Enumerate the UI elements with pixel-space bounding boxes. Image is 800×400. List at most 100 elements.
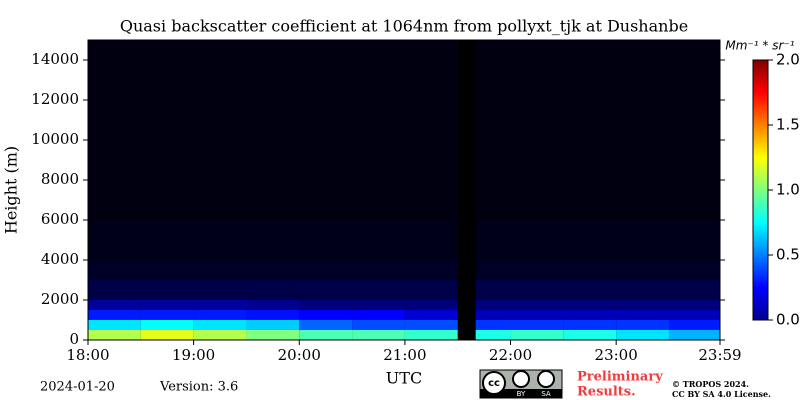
heat-cell — [352, 100, 405, 140]
colorbar-tick-label: 2.0 — [776, 51, 800, 69]
heat-cell — [563, 280, 617, 300]
heat-cell — [140, 220, 194, 260]
heat-cell — [140, 310, 194, 320]
heat-cell — [510, 220, 564, 260]
heat-cell — [299, 260, 353, 280]
x-tick-label: 18:00 — [66, 346, 109, 364]
license-badge: cc BY SA — [479, 369, 563, 399]
heat-cell — [404, 100, 458, 140]
heat-cell — [563, 40, 617, 100]
heat-cell — [668, 260, 720, 280]
heat-cell — [563, 100, 617, 140]
y-tick-label: 10000 — [31, 130, 79, 148]
heat-cell — [140, 320, 194, 330]
colorbar-tick-label: 1.0 — [776, 181, 800, 199]
heat-cell — [475, 260, 511, 280]
heat-cell — [88, 140, 141, 180]
heat-cell — [510, 100, 564, 140]
svg-text:cc: cc — [488, 378, 500, 389]
heat-cell — [299, 220, 353, 260]
x-tick-label: 19:00 — [172, 346, 215, 364]
heat-cell — [510, 330, 564, 340]
heat-cell — [475, 100, 511, 140]
heat-cell — [475, 220, 511, 260]
heat-cell — [299, 40, 353, 100]
y-tick-label: 14000 — [31, 50, 79, 68]
heat-cell — [352, 310, 405, 320]
heat-cell — [616, 310, 669, 320]
colorbar-tick-label: 0.0 — [776, 311, 800, 329]
heat-cell — [404, 330, 458, 340]
heat-cell — [616, 320, 669, 330]
x-axis-label: UTC — [386, 369, 422, 388]
y-tick-label: 6000 — [41, 210, 79, 228]
heat-cell — [352, 220, 405, 260]
heat-cell — [193, 320, 247, 330]
heat-cell — [616, 280, 669, 300]
heat-cell — [246, 180, 300, 220]
heat-cell — [88, 260, 141, 280]
heat-cell — [299, 310, 353, 320]
heat-cell — [246, 140, 300, 180]
date: 2024-01-20 — [40, 380, 115, 395]
x-tick-label: 23:00 — [595, 346, 638, 364]
heat-cell — [616, 100, 669, 140]
heat-cell — [140, 40, 194, 100]
heat-cell — [193, 220, 247, 260]
y-tick-label: 8000 — [41, 170, 79, 188]
heat-cell — [668, 180, 720, 220]
heat-cell — [404, 180, 458, 220]
chart-title: Quasi backscatter coefficient at 1064nm … — [120, 17, 688, 36]
heat-cell — [404, 140, 458, 180]
heat-cell — [299, 100, 353, 140]
heat-cell — [510, 320, 564, 330]
heat-cell — [88, 300, 141, 310]
heat-cell — [475, 310, 511, 320]
colorbar-tick-label: 0.5 — [776, 246, 800, 264]
heat-cell — [193, 300, 247, 310]
heat-cell — [510, 180, 564, 220]
x-tick-label: 22:00 — [489, 346, 532, 364]
heat-cell — [352, 40, 405, 100]
heat-cell — [88, 40, 141, 100]
heat-cell — [475, 320, 511, 330]
heat-cell — [246, 310, 300, 320]
heat-cell — [404, 260, 458, 280]
heat-cell — [352, 320, 405, 330]
heat-cell — [668, 310, 720, 320]
heat-cell — [352, 180, 405, 220]
heat-cell — [668, 300, 720, 310]
y-tick-label: 2000 — [41, 290, 79, 308]
x-tick-label: 20:00 — [278, 346, 321, 364]
status: Results. — [577, 385, 636, 400]
heat-cell — [616, 180, 669, 220]
heat-cell — [140, 280, 194, 300]
heat-cell — [246, 40, 300, 100]
heat-cell — [193, 180, 247, 220]
heat-cell — [563, 300, 617, 310]
colorbar-tick-label: 1.5 — [776, 116, 800, 134]
heat-cell — [510, 40, 564, 100]
heat-cell — [140, 100, 194, 140]
heat-cell — [563, 260, 617, 280]
y-tick-label: 4000 — [41, 250, 79, 268]
heat-cell — [140, 260, 194, 280]
badge-text: SA — [541, 390, 551, 398]
heat-cell — [404, 320, 458, 330]
heat-cell — [299, 320, 353, 330]
heat-cell — [299, 300, 353, 310]
heat-cell — [88, 180, 141, 220]
heat-cell — [193, 100, 247, 140]
heat-cell — [246, 330, 300, 340]
heat-cell — [88, 330, 141, 340]
heat-cell — [352, 330, 405, 340]
heat-cell — [563, 180, 617, 220]
heat-cell — [668, 330, 720, 340]
heat-cell — [193, 140, 247, 180]
heat-cell — [475, 280, 511, 300]
status: Preliminary — [577, 370, 663, 385]
heat-cell — [616, 220, 669, 260]
heat-cell — [668, 220, 720, 260]
heat-cell — [404, 300, 458, 310]
heat-cell — [299, 280, 353, 300]
